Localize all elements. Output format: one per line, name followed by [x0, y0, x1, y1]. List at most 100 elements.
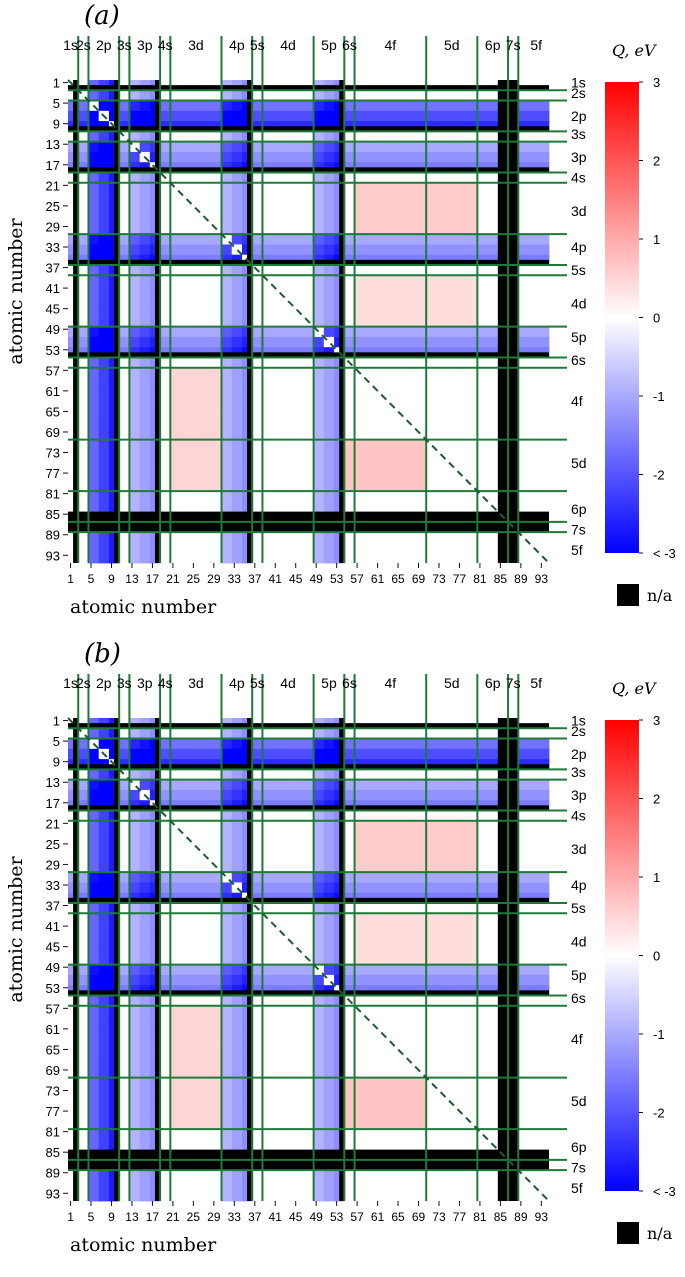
right-shell-label: 7s: [571, 522, 586, 538]
heatmap-cell: [477, 141, 488, 153]
heatmap-cell: [344, 1180, 355, 1192]
heatmap-cell: [323, 285, 335, 297]
heatmap-cell: [538, 1129, 550, 1140]
heatmap-cell: [170, 769, 181, 781]
heatmap-cell: [190, 933, 202, 945]
heatmap-cell: [160, 501, 171, 513]
heatmap-cell: [180, 501, 192, 513]
heatmap-cell: [518, 203, 529, 214]
heatmap-cell: [487, 182, 499, 194]
heatmap-cell: [426, 439, 437, 451]
heatmap-cell: [477, 1057, 488, 1068]
heatmap-cell: [538, 1118, 550, 1130]
heatmap-cell: [252, 141, 263, 153]
heatmap-cell: [160, 831, 171, 842]
heatmap-cell: [282, 820, 294, 832]
heatmap-cell: [78, 460, 89, 471]
heatmap-cell: [201, 933, 212, 945]
heatmap-cell: [477, 923, 488, 935]
heatmap-cell: [395, 449, 407, 461]
heatmap-cell: [467, 902, 478, 914]
heatmap-cell: [129, 501, 141, 513]
heatmap-cell: [282, 1170, 294, 1181]
heatmap-cell: [221, 326, 233, 338]
heatmap-cell: [293, 1036, 304, 1048]
heatmap-cell: [446, 1016, 458, 1027]
heatmap-cell: [528, 728, 540, 739]
heatmap-cell: [354, 1098, 366, 1109]
heatmap-cell: [282, 532, 294, 543]
y-tick-label: 81: [46, 487, 60, 502]
heatmap-cell: [231, 223, 243, 235]
heatmap-cell: [272, 306, 284, 317]
heatmap-cell: [293, 964, 304, 976]
heatmap-cell: [231, 326, 243, 338]
heatmap-cell: [211, 1170, 222, 1181]
heatmap-cell: [180, 141, 192, 153]
heatmap-cell: [436, 902, 448, 914]
heatmap-cell: [78, 470, 89, 482]
heatmap-cell: [313, 285, 325, 297]
heatmap-cell: [415, 872, 427, 883]
heatmap-cell: [221, 264, 233, 276]
heatmap-cell: [78, 151, 89, 163]
heatmap-cell: [415, 1170, 427, 1181]
heatmap-cell: [446, 841, 458, 852]
heatmap-cell: [436, 1098, 448, 1109]
heatmap-cell: [456, 151, 468, 163]
heatmap-cell: [344, 902, 355, 914]
heatmap-cell: [282, 831, 294, 842]
heatmap-cell: [467, 944, 478, 955]
heatmap-cell: [436, 491, 448, 502]
heatmap-cell: [303, 902, 315, 914]
heatmap-cell: [160, 264, 171, 276]
heatmap-cell: [528, 1077, 540, 1089]
heatmap-cell: [78, 1108, 89, 1120]
heatmap-cell: [211, 182, 222, 194]
heatmap-cell: [88, 306, 100, 317]
heatmap-cell: [282, 244, 294, 256]
heatmap-cell: [221, 90, 233, 101]
heatmap-cell: [456, 913, 468, 924]
heatmap-cell: [282, 429, 294, 441]
heatmap-cell: [252, 1016, 263, 1027]
heatmap-cell: [436, 851, 448, 863]
heatmap-cell: [139, 954, 151, 966]
heatmap-cell: [323, 728, 335, 739]
heatmap-cell: [538, 460, 550, 471]
heatmap-cell: [528, 789, 540, 801]
heatmap-cell: [395, 995, 407, 1007]
heatmap-cell: [467, 1108, 478, 1120]
heatmap-cell: [303, 336, 315, 348]
heatmap-cell: [528, 1067, 540, 1079]
heatmap-cell: [201, 820, 212, 832]
heatmap-cell: [190, 1129, 202, 1140]
heatmap-cell: [98, 275, 110, 286]
heatmap-cell: [272, 336, 284, 348]
x-tick-label: 33: [228, 1210, 242, 1224]
heatmap-cell: [221, 1170, 233, 1181]
heatmap-cell: [538, 316, 550, 328]
heatmap-cell: [88, 552, 100, 564]
heatmap-cell: [323, 933, 335, 945]
heatmap-cell: [487, 913, 499, 924]
y-tick-label: 93: [46, 548, 60, 563]
heatmap-cell: [477, 810, 488, 822]
heatmap-cell: [119, 439, 130, 451]
heatmap-cell: [190, 964, 202, 976]
heatmap-cell: [201, 779, 212, 791]
heatmap-cell: [313, 974, 325, 986]
heatmap-cell: [456, 1046, 468, 1058]
y-tick-label: 1: [53, 76, 60, 91]
heatmap-cell: [436, 203, 448, 214]
heatmap-cell: [190, 810, 202, 822]
heatmap-cell: [354, 748, 366, 760]
heatmap-cell: [436, 480, 448, 492]
heatmap-cell: [405, 264, 417, 276]
heatmap-cell: [364, 872, 376, 883]
heatmap-cell: [252, 408, 263, 420]
y-tick-label: 77: [46, 466, 60, 481]
heatmap-cell: [426, 172, 437, 184]
heatmap-cell: [395, 193, 407, 204]
heatmap-cell: [129, 552, 141, 564]
